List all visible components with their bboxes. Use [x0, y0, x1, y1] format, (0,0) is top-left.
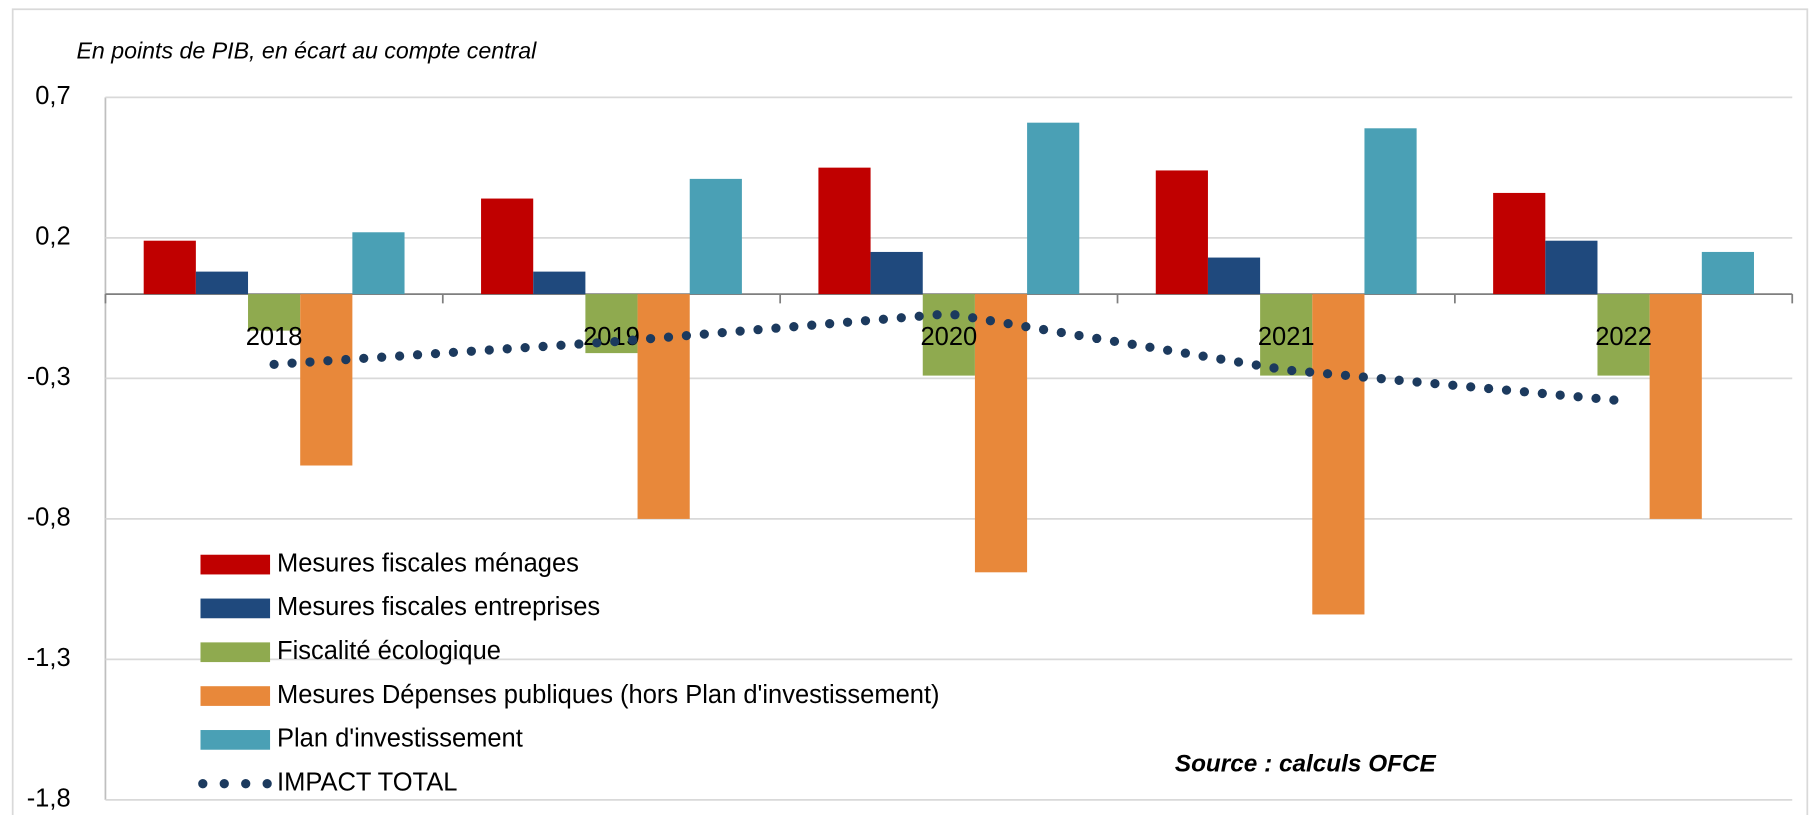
legend-label: IMPACT TOTAL — [277, 768, 457, 796]
bar — [248, 294, 301, 331]
bar — [1312, 294, 1365, 615]
legend-label: Mesures fiscales ménages — [277, 549, 579, 577]
bar — [195, 271, 249, 295]
y-tick-label: -0,8 — [27, 504, 71, 532]
bar — [1364, 128, 1417, 295]
legend-label: Mesures Dépenses publiques (hors Plan d'… — [277, 681, 940, 709]
bar — [1207, 257, 1261, 295]
legend-key — [200, 730, 271, 750]
bar — [1155, 170, 1208, 295]
y-tick-label: -0,3 — [27, 363, 71, 391]
total-line — [269, 309, 1629, 406]
legend-key — [200, 598, 271, 619]
y-tick-label: -1,3 — [27, 644, 71, 672]
bar — [1649, 294, 1702, 519]
bar — [637, 294, 690, 519]
y-tick-label: -1,8 — [27, 785, 71, 813]
bar — [1545, 240, 1598, 295]
bar — [689, 178, 742, 295]
y-tick-label: 0,7 — [35, 82, 70, 110]
bar — [481, 198, 534, 295]
bar — [974, 294, 1028, 573]
legend-key — [200, 642, 271, 663]
y-tick-label: 0,2 — [35, 223, 70, 251]
bar — [922, 294, 975, 376]
bar — [1597, 294, 1650, 376]
source-note: Source : calculs OFCE — [1175, 751, 1437, 778]
bar — [1701, 251, 1754, 295]
bar — [1027, 122, 1080, 295]
bar — [300, 294, 353, 466]
bar — [1260, 294, 1313, 376]
x-tick-label: 2018 — [246, 323, 303, 351]
legend-label: Mesures fiscales entreprises — [277, 593, 600, 621]
chart-frame — [11, 8, 1809, 815]
bar — [533, 271, 586, 295]
x-tick-label: 2020 — [920, 323, 977, 351]
legend-label: Fiscalité écologique — [277, 637, 501, 665]
legend-label: Plan d'investissement — [277, 725, 523, 753]
x-tick-label: 2021 — [1258, 323, 1315, 351]
bar — [352, 232, 405, 295]
chart-subtitle: En points de PIB, en écart au compte cen… — [76, 37, 537, 63]
legend-key — [200, 554, 271, 575]
x-tick-label: 2022 — [1595, 323, 1652, 351]
bar — [143, 240, 196, 295]
bar — [870, 251, 923, 295]
legend-key — [200, 686, 271, 706]
bar — [1493, 192, 1546, 295]
bar — [818, 167, 871, 295]
